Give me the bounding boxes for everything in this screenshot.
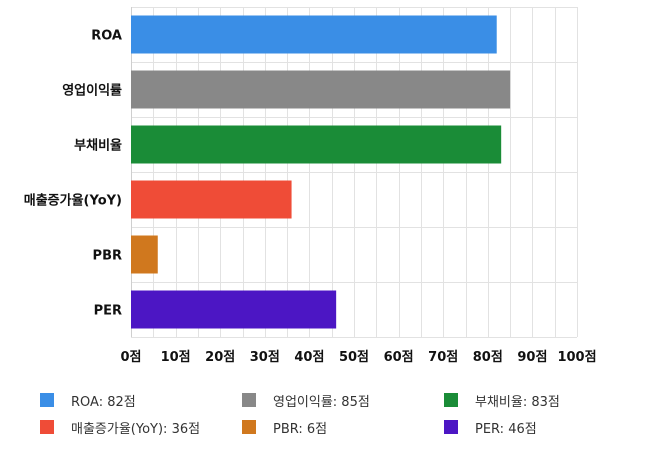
category-label: PBR [93,249,122,264]
bar[interactable] [131,125,502,164]
legend-swatch [242,420,256,434]
legend-label: 매출증가율(YoY): 36점 [71,421,201,437]
category-label: 매출증가율(YoY) [24,193,122,209]
legend-item[interactable]: 부채비율: 83점 [444,389,640,411]
legend-label: PBR: 6점 [273,421,328,437]
legend-label: PER: 46점 [475,421,537,437]
grid-layer [131,7,578,338]
legend-swatch [40,393,54,407]
legend-swatch [444,420,458,434]
bar[interactable] [131,290,337,329]
x-tick-label: 40점 [294,350,324,365]
x-tick-label: 30점 [250,350,280,365]
legend-swatch [242,393,256,407]
tick-labels: 0점 10점 20점 30점 40점 50점 60점 70점 80점 90점 100점 [120,350,596,365]
category-label: 부채비율 [74,138,122,154]
legend-swatch [444,393,458,407]
category-label: 영업이익률 [62,83,122,99]
x-tick-label: 0점 [120,350,141,365]
legend-item[interactable]: ROA: 82점 [40,389,242,411]
legend-label: 부채비율: 83점 [475,394,560,410]
x-tick-label: 60점 [384,350,414,365]
legend-item[interactable]: 매출증가율(YoY): 36점 [40,416,242,438]
bar[interactable] [131,70,511,109]
legend-item[interactable]: 영업이익률: 85점 [242,389,444,411]
bar[interactable] [131,15,497,54]
x-tick-label: 50점 [339,350,369,365]
category-label: PER [94,304,122,319]
legend-label: 영업이익률: 85점 [273,394,370,410]
x-tick-label: 10점 [161,350,191,365]
x-tick-label: 100점 [557,350,596,365]
legend-item[interactable]: PER: 46점 [444,416,640,438]
bar-layer [131,15,511,329]
x-tick-label: 80점 [473,350,503,365]
x-tick-label: 70점 [428,350,458,365]
legend-item[interactable]: PBR: 6점 [242,416,444,438]
x-tick-label: 20점 [205,350,235,365]
legend-swatch [40,420,54,434]
legend-label: ROA: 82점 [71,394,136,410]
bar[interactable] [131,180,292,219]
x-tick-label: 90점 [517,350,547,365]
bar[interactable] [131,235,158,274]
category-label: ROA [91,29,122,44]
legend: ROA: 82점 영업이익률: 85점 부채비율: 83점 매출증가율(YoY)… [40,389,640,438]
